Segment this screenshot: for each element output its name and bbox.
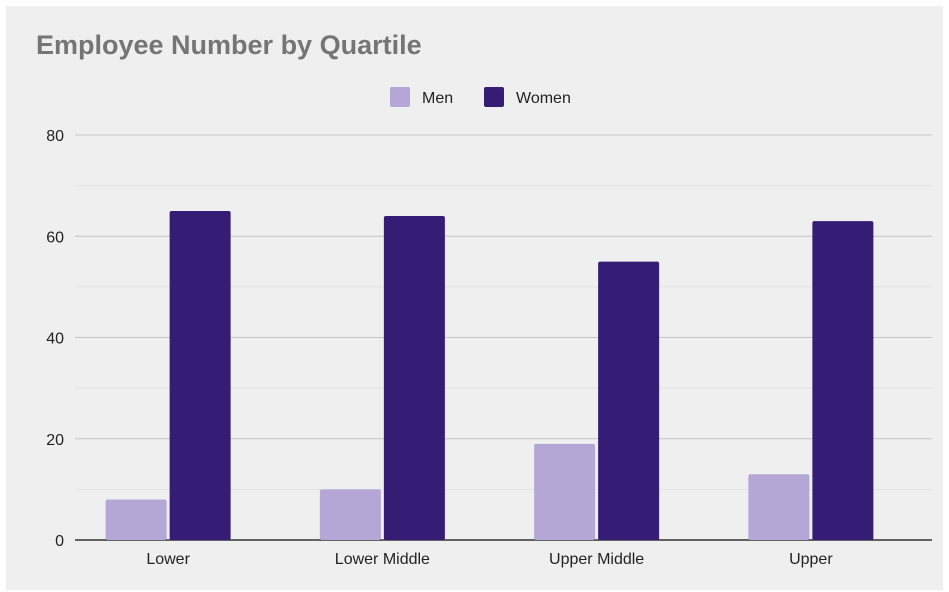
bar-men-lower [105,499,167,540]
y-tick-label: 20 [46,432,64,449]
legend-label-men: Men [422,90,453,107]
bar-men-upper [748,474,810,540]
x-tick-label: Upper [789,551,833,568]
bar-women-upper [812,221,874,540]
legend-label-women: Women [516,90,571,107]
y-tick-label: 40 [46,331,64,348]
bar-men-upper-middle [534,443,596,540]
x-tick-label: Lower [146,551,190,568]
y-tick-label: 0 [55,533,64,550]
legend: Men Women [390,87,571,107]
x-tick-label: Upper Middle [549,551,644,568]
y-tick-label: 60 [46,229,64,246]
bar-women-upper-middle [598,261,660,540]
labels: 0 20 40 60 80 Lower Lower Middle Upper Middle Up… [46,128,833,568]
x-tick-label: Lower Middle [335,551,430,568]
chart-title: Employee Number by Quartile [36,30,422,60]
y-tick-label: 80 [46,128,64,145]
legend-swatch-women [484,87,504,107]
legend-swatch-men [390,87,410,107]
bar-women-lower [169,210,231,540]
bars [105,210,874,540]
bar-women-lower-middle [383,216,445,540]
bar-men-lower-middle [319,489,381,540]
